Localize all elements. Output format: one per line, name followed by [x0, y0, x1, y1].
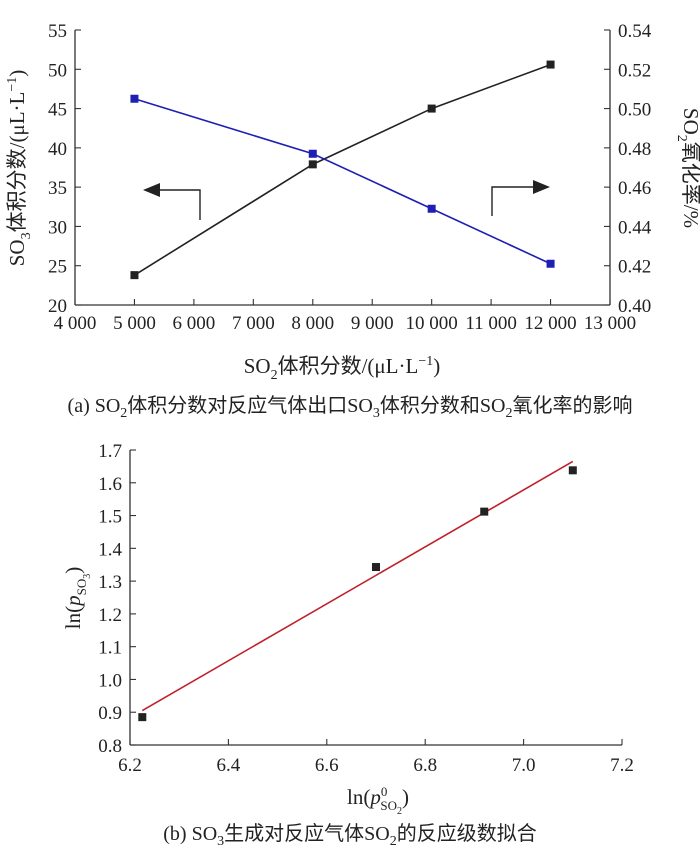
panel-a-x-tick-label: 7 000: [232, 313, 275, 334]
panel-a-x-axis-label: SO2体积分数/(μL·L−1): [244, 354, 441, 383]
panel-a-series-2-point: [546, 259, 555, 268]
panel-a-x-tick-label: 12 000: [524, 313, 576, 334]
panel-a-left-y-tick-label: 40: [48, 139, 67, 160]
panel-a-right-arrow-head: [533, 180, 550, 194]
panel-b-data-point: [138, 713, 147, 722]
panel-b-data-point: [372, 563, 380, 572]
panel-a-left-y-tick-label: 50: [48, 60, 67, 81]
panel-b-y-axis-label: ln(pSO3): [61, 567, 93, 629]
panel-b-y-tick-label: 1.2: [98, 605, 122, 626]
panel-a-right-y-tick-label: 0.42: [618, 257, 651, 278]
panel-b-x-tick-label: 6.2: [118, 755, 142, 776]
panel-a-series-1-point: [308, 160, 317, 169]
panel-a-left-y-tick-label: 20: [48, 296, 67, 317]
panel-a-left-y-tick-label: 45: [48, 100, 67, 121]
panel-a-right-y-tick-label: 0.54: [618, 21, 652, 42]
panel-b-x-axis-label: ln(p0 SO2): [347, 784, 409, 817]
panel-b-x-tick-label: 7.2: [610, 755, 634, 776]
panel-a-x-tick-label: 10 000: [406, 313, 458, 334]
panel-b-caption: (b) SO3生成对反应气体SO2的反应级数拟合: [163, 822, 536, 849]
panel-a-x-tick-label: 9 000: [351, 313, 394, 334]
panel-a-series-2-point: [308, 149, 317, 158]
panel-b-fit-line: [141, 460, 574, 712]
panel-a-right-y-tick-label: 0.50: [618, 100, 651, 121]
panel-b-x-tick-label: 6.4: [217, 755, 241, 776]
panel-b-y-tick-label: 1.3: [98, 572, 122, 593]
panel-b-data-point: [480, 507, 489, 516]
panel-a-left-y-tick-label: 25: [48, 257, 67, 278]
panel-a-right-y-tick-label: 0.52: [618, 60, 651, 81]
panel-a-right-y-tick-label: 0.48: [618, 139, 651, 160]
panel-b-x-tick-label: 6.8: [413, 755, 437, 776]
panel-a-x-tick-label: 13 000: [584, 313, 636, 334]
panel-b-x-tick-label: 6.6: [315, 755, 339, 776]
panel-a-left-y-tick-label: 35: [48, 178, 67, 199]
panel-a-right-y-tick-label: 0.44: [618, 217, 652, 238]
panel-a-series-2-point: [427, 204, 436, 213]
panel-a-chart: 4 000 5 000 6 000 7 000 8 000 9 000 10 000 11 0…: [5, 21, 700, 421]
panel-a-right-y-tick-label: 0.46: [618, 178, 651, 199]
panel-b-y-tick-label: 1.1: [98, 638, 122, 659]
panel-a-series-1-point: [130, 271, 139, 280]
panel-b-y-tick-label: 0.9: [98, 703, 122, 724]
panel-b-y-tick-label: 1.5: [98, 507, 122, 528]
panel-b-y-tick-label: 0.8: [98, 736, 122, 757]
panel-a-right-y-tick-label: 0.40: [618, 296, 651, 317]
panel-a-x-tick-label: 6 000: [173, 313, 216, 334]
panel-a-left-y-tick-label: 55: [48, 21, 67, 42]
panel-b-chart: 6.2 6.4 6.6 6.8 7.0 7.2 0.8 0.9 1.0 1.1 1.2 1.3 1.4…: [61, 441, 634, 849]
panel-a-x-tick-label: 5 000: [113, 313, 156, 334]
panel-a-x-tick-label: 4 000: [54, 313, 97, 334]
panel-a-left-y-axis-label: SO3体积分数/(μL·L−1): [5, 70, 34, 267]
panel-a-left-arrow-shaft: [158, 189, 201, 220]
panel-a-series-1-point: [427, 104, 436, 113]
panel-b-y-tick-label: 1.4: [98, 539, 122, 560]
panel-a-x-tick-label: 8 000: [291, 313, 334, 334]
panel-a-series-2-point: [130, 94, 139, 103]
panel-b-data-point: [568, 466, 577, 475]
panel-b-y-tick-label: 1.6: [98, 474, 122, 495]
panel-b-y-tick-label: 1.0: [98, 670, 122, 691]
panel-a-caption: (a) SO2体积分数对反应气体出口SO3体积分数和SO2氧化率的影响: [68, 394, 633, 421]
panel-a-left-arrow-head: [143, 183, 160, 197]
panel-a-series-2-line: [134, 97, 551, 265]
panel-a-right-y-axis-label: SO2氧化率/%: [674, 108, 700, 228]
panel-b-x-tick-label: 7.0: [512, 755, 536, 776]
panel-a-left-y-tick-label: 30: [48, 217, 67, 238]
panel-a-x-tick-label: 11 000: [465, 313, 517, 334]
panel-b-y-tick-label: 1.7: [98, 441, 122, 462]
panel-a-series-1-line: [134, 63, 551, 276]
panel-a-series-1-point: [546, 60, 555, 69]
panel-a-right-arrow-shaft: [491, 186, 534, 216]
